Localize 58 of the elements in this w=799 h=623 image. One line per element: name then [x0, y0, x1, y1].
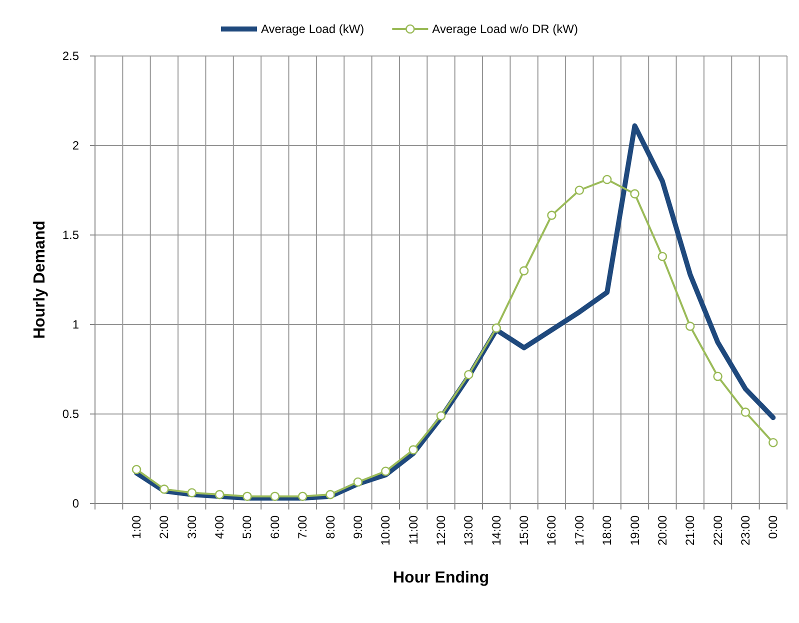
x-tick-label: 2:00: [157, 515, 172, 539]
x-tick-label: 7:00: [296, 515, 310, 539]
legend-label: Average Load w/o DR (kW): [432, 22, 578, 36]
x-tick-label: 9:00: [350, 515, 365, 539]
x-tick-label: 3:00: [184, 515, 199, 539]
x-tick-label: 0:00: [766, 515, 780, 539]
x-tick-label: 23:00: [738, 515, 752, 546]
x-tick-label: 21:00: [683, 515, 698, 546]
x-tick-label: 18:00: [600, 515, 614, 546]
point: [187, 488, 197, 498]
y-tick-label: 0: [72, 496, 80, 510]
x-tick-label: 6:00: [268, 515, 282, 539]
x-tick-label: 1:00: [130, 515, 144, 539]
x-tick-label: 17:00: [572, 515, 586, 546]
x-tick-label: 11:00: [406, 515, 420, 545]
legend-label: Average Load (kW): [261, 22, 364, 36]
point: [160, 484, 169, 494]
y-tick-label: 0.5: [62, 407, 80, 421]
point: [685, 322, 695, 331]
x-tick-label: 22:00: [710, 515, 725, 546]
point: [630, 189, 640, 198]
x-axis-title: Hour Ending: [393, 570, 489, 586]
point: [658, 252, 668, 262]
point: [380, 466, 390, 476]
point: [602, 174, 612, 184]
x-tick-label: 16:00: [544, 515, 559, 546]
point: [353, 477, 363, 487]
x-tick-label: 4:00: [212, 515, 227, 539]
point: [519, 266, 529, 276]
point: [270, 492, 280, 501]
x-tick-label: 10:00: [378, 515, 393, 546]
y-tick-label: 1: [72, 318, 80, 332]
x-tick-label: 15:00: [517, 515, 532, 546]
y-tick-label: 2: [72, 138, 80, 152]
point: [242, 492, 252, 501]
x-tick-label: 5:00: [240, 515, 254, 539]
x-tick-label: 12:00: [434, 515, 448, 546]
y-tick-label: 1.5: [62, 228, 80, 242]
x-tick-label: 19:00: [628, 515, 642, 546]
point: [464, 370, 474, 380]
point: [132, 464, 142, 474]
y-tick-label: 2.5: [62, 49, 80, 63]
point: [298, 492, 308, 501]
point: [768, 438, 778, 448]
point: [436, 411, 446, 420]
point: [408, 445, 418, 454]
x-tick-label: 14:00: [489, 515, 504, 546]
x-tick-label: 20:00: [655, 515, 670, 546]
point: [326, 490, 335, 500]
point: [547, 210, 556, 220]
point: [492, 323, 502, 333]
point: [740, 408, 750, 417]
point: [713, 372, 722, 382]
y-axis-title: Hourly Demand: [32, 220, 48, 339]
x-tick-label: 13:00: [462, 515, 476, 546]
point: [574, 186, 584, 195]
point: [214, 490, 224, 500]
x-tick-label: 8:00: [323, 515, 338, 539]
